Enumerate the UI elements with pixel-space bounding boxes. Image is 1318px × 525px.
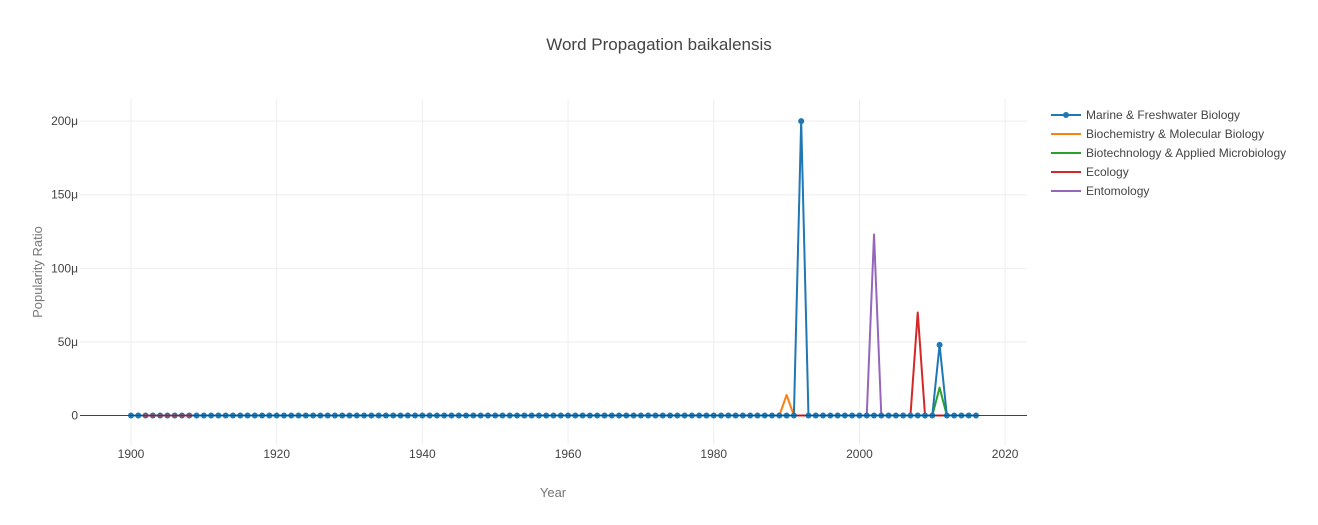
grid-layer [80,99,1027,445]
x-tick-label: 1920 [263,447,290,461]
chart-title: Word Propagation baikalensis [546,35,772,54]
y-axis-title: Popularity Ratio [30,226,45,318]
legend-label: Entomology [1086,184,1149,198]
series-biotechnology-and-applied-microbiology[interactable] [931,386,948,416]
legend-label: Biotechnology & Applied Microbiology [1086,146,1286,160]
series-line[interactable] [865,233,883,416]
y-tick-label: 0 [71,409,78,423]
legend[interactable]: Marine & Freshwater Biology Biochemistry … [1051,108,1286,198]
legend-item-biotechnology-and-applied-microbiology[interactable]: Biotechnology & Applied Microbiology [1051,146,1286,160]
series-line[interactable] [778,393,795,416]
legend-item-marine-and-freshwater-biology[interactable]: Marine & Freshwater Biology [1051,108,1240,122]
x-tick-label: 1960 [555,447,582,461]
x-tick-label: 1980 [700,447,727,461]
legend-label: Biochemistry & Molecular Biology [1086,127,1264,141]
series-entomology[interactable] [865,233,883,416]
x-tick-label: 1940 [409,447,436,461]
legend-label: Ecology [1086,165,1129,179]
series-line[interactable] [931,386,948,416]
x-axis-title: Year [540,485,567,500]
series-ecology[interactable] [130,311,977,417]
y-tick-label: 100μ [51,261,78,275]
axis-layer: 1900 1920 1940 1960 1980 2000 2020 0 50μ 100μ 150μ… [51,114,1027,461]
series-line[interactable] [130,311,977,417]
data-point[interactable] [936,341,943,348]
legend-label: Marine & Freshwater Biology [1086,108,1240,122]
x-tick-label: 2020 [992,447,1019,461]
data-point[interactable] [798,118,805,125]
legend-item-entomology[interactable]: Entomology [1051,184,1149,198]
series-biochemistry-and-molecular-biology[interactable] [778,393,795,416]
legend-item-biochemistry-and-molecular-biology[interactable]: Biochemistry & Molecular Biology [1051,127,1264,141]
x-tick-label: 2000 [846,447,873,461]
y-tick-label: 50μ [58,335,78,349]
legend-item-ecology[interactable]: Ecology [1051,165,1129,179]
legend-marker [1063,112,1069,118]
y-tick-label: 200μ [51,114,78,128]
x-tick-label: 1900 [118,447,145,461]
y-tick-label: 150μ [51,188,78,202]
